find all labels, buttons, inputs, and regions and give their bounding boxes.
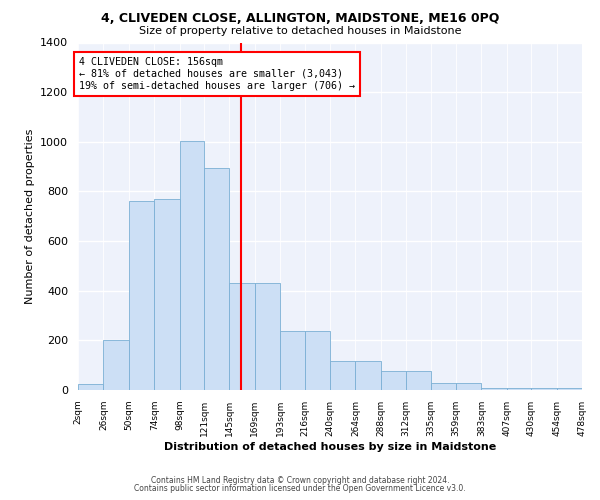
Bar <box>179 140 204 390</box>
Bar <box>330 362 355 390</box>
Text: 4 CLIVEDEN CLOSE: 156sqm
← 81% of detached houses are smaller (3,043)
19% of sem: 4 CLIVEDEN CLOSE: 156sqm ← 81% of detach… <box>79 58 355 90</box>
Bar <box>154 199 179 390</box>
Bar <box>557 388 582 390</box>
Bar <box>129 202 154 390</box>
Bar <box>406 372 431 390</box>
Bar <box>381 372 406 390</box>
Bar <box>229 284 255 390</box>
Text: Contains HM Land Registry data © Crown copyright and database right 2024.: Contains HM Land Registry data © Crown c… <box>151 476 449 485</box>
Bar <box>456 383 481 390</box>
Text: Contains public sector information licensed under the Open Government Licence v3: Contains public sector information licen… <box>134 484 466 493</box>
Text: Size of property relative to detached houses in Maidstone: Size of property relative to detached ho… <box>139 26 461 36</box>
Bar <box>355 362 381 390</box>
Bar <box>255 284 280 390</box>
Bar <box>204 168 229 390</box>
Y-axis label: Number of detached properties: Number of detached properties <box>25 128 35 304</box>
Bar <box>531 388 557 390</box>
Bar <box>78 384 103 390</box>
Bar <box>280 331 305 390</box>
Bar <box>103 340 129 390</box>
Bar <box>305 331 330 390</box>
Bar <box>431 383 456 390</box>
Bar <box>481 388 507 390</box>
Text: 4, CLIVEDEN CLOSE, ALLINGTON, MAIDSTONE, ME16 0PQ: 4, CLIVEDEN CLOSE, ALLINGTON, MAIDSTONE,… <box>101 12 499 26</box>
Bar <box>507 388 531 390</box>
X-axis label: Distribution of detached houses by size in Maidstone: Distribution of detached houses by size … <box>164 442 496 452</box>
